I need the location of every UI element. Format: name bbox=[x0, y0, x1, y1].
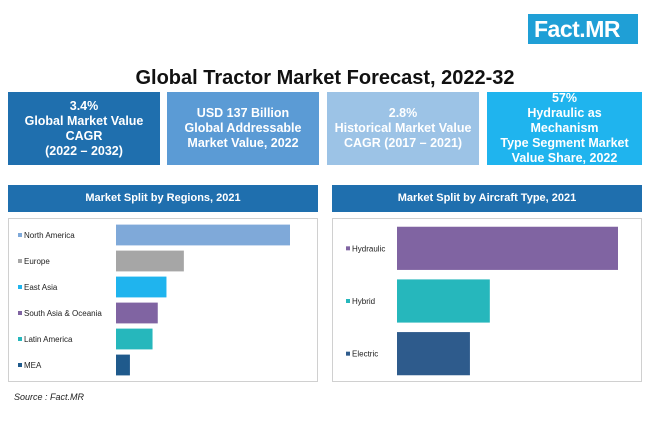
stat-line: Type Segment Market bbox=[500, 136, 629, 150]
stat-box-market-cagr: 3.4% Global Market Value CAGR (2022 – 20… bbox=[8, 92, 160, 165]
category-label: North America bbox=[24, 231, 75, 240]
bar bbox=[116, 328, 153, 350]
stat-line: CAGR (2017 – 2021) bbox=[343, 136, 463, 150]
source-note: Source : Fact.MR bbox=[14, 392, 85, 402]
legend-marker bbox=[18, 285, 22, 289]
regions-chart-title: Market Split by Regions, 2021 bbox=[8, 185, 318, 212]
category-label: Europe bbox=[24, 257, 50, 266]
legend-marker bbox=[18, 311, 22, 315]
stat-line: Historical Market Value bbox=[334, 121, 472, 135]
logo-suffix: MR bbox=[585, 16, 620, 42]
stat-box-hydraulic-share: 57% Hydraulic as Mechanism Type Segment … bbox=[487, 91, 642, 165]
bar bbox=[116, 354, 130, 376]
legend-marker bbox=[346, 351, 350, 356]
category-label: Latin America bbox=[24, 335, 73, 344]
stat-line: Global Market Value bbox=[24, 113, 144, 128]
page-title: Global Tractor Market Forecast, 2022-32 bbox=[135, 67, 515, 89]
legend-marker bbox=[18, 337, 22, 341]
stat-line: CAGR bbox=[65, 128, 103, 143]
category-label: East Asia bbox=[24, 283, 58, 292]
stat-line: Global Addressable bbox=[184, 121, 302, 135]
chart-frame bbox=[8, 218, 318, 382]
logo-dot: . bbox=[579, 16, 586, 42]
bar bbox=[397, 226, 618, 270]
stat-line: 2.8% bbox=[388, 106, 418, 120]
aircraft-type-chart-title: Market Split by Aircraft Type, 2021 bbox=[332, 185, 642, 212]
chart-frame bbox=[332, 218, 642, 382]
bar bbox=[116, 250, 184, 272]
stat-line: 57% bbox=[551, 91, 578, 105]
stat-line: Market Value, 2022 bbox=[187, 136, 299, 150]
stat-box-addressable-market: USD 137 Billion Global Addressable Marke… bbox=[167, 92, 319, 165]
stat-line: Hydraulic as Mechanism bbox=[527, 106, 602, 135]
stat-line: (2022 – 2032) bbox=[45, 143, 123, 158]
bar bbox=[116, 224, 290, 246]
stat-line: USD 137 Billion bbox=[196, 106, 290, 120]
stat-box-historical-cagr: 2.8% Historical Market Value CAGR (2017 … bbox=[327, 92, 479, 165]
category-label: Electric bbox=[352, 350, 378, 359]
category-label: Hybrid bbox=[352, 297, 375, 306]
stat-line: Value Share, 2022 bbox=[511, 151, 618, 165]
legend-marker bbox=[18, 233, 22, 237]
aircraft-type-bar-chart: Hydraulic Hybrid Electric bbox=[332, 218, 642, 382]
bar bbox=[397, 332, 470, 376]
legend-marker bbox=[18, 363, 22, 367]
legend-marker bbox=[346, 299, 350, 303]
stat-line: 3.4% bbox=[69, 98, 99, 113]
category-label: MEA bbox=[24, 361, 42, 370]
bar bbox=[116, 302, 158, 324]
bar bbox=[116, 276, 167, 298]
legend-marker bbox=[346, 246, 350, 251]
category-label: South Asia & Oceania bbox=[24, 309, 102, 318]
fact-mr-logo: Fact.MR bbox=[528, 14, 638, 44]
category-label: Hydraulic bbox=[352, 244, 385, 253]
legend-marker bbox=[18, 259, 22, 263]
logo-text: Fact bbox=[534, 16, 580, 42]
bar bbox=[397, 279, 490, 323]
regions-bar-chart: North America Europe East Asia South Asia &… bbox=[8, 218, 318, 382]
